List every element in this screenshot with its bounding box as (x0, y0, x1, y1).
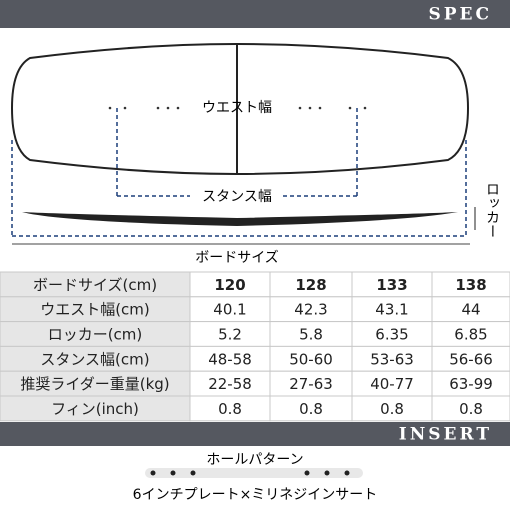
table-cell (0, 370, 191, 397)
table-cell (431, 271, 510, 298)
table-cell (0, 271, 191, 298)
table-cell (269, 395, 353, 422)
table-cell (431, 321, 510, 347)
insert-caption: 6インチプレート×ミリネジインサート (133, 487, 378, 503)
rocker-label: ロッカー (484, 182, 500, 238)
cell-value: 6.85 (454, 326, 487, 344)
cell-value: 6.35 (375, 326, 408, 344)
table-cell (0, 395, 191, 422)
insert-bar (0, 422, 510, 446)
table-cell (269, 321, 353, 347)
table-cell (431, 395, 510, 422)
size-label: ボードサイズ (195, 250, 279, 266)
cell-value: 120 (214, 276, 245, 294)
cell-value: 63-99 (449, 375, 493, 393)
board-profile (22, 212, 458, 226)
cell-value: 0.8 (218, 400, 242, 418)
pattern-label: ホールパターン (206, 452, 303, 468)
cell-value: 53-63 (370, 350, 414, 368)
row-label: 推奨ライダー重量(kg) (20, 375, 169, 393)
cell-value: 40-77 (370, 375, 414, 393)
cell-value: 5.2 (218, 326, 242, 344)
table-cell (351, 296, 433, 323)
cell-value: 50-60 (289, 350, 333, 368)
table-cell (0, 296, 191, 323)
cell-value: 138 (455, 276, 486, 294)
row-label: ロッカー(cm) (48, 326, 143, 344)
table-cell (431, 370, 510, 397)
cell-value: 56-66 (449, 350, 493, 368)
spec-title: SPEC (428, 5, 492, 25)
waist-label: ウエスト幅 (202, 100, 272, 116)
row-label: フィン(inch) (51, 400, 139, 418)
waist-dots (108, 106, 367, 110)
cell-value: 42.3 (294, 301, 327, 319)
cell-value: 128 (295, 276, 326, 294)
spec-table: ボードサイズ(cm) 120 128 133 138 ウエスト幅(cm) 40.1 42.3 4… (0, 271, 510, 422)
hole-dots (150, 470, 350, 476)
cell-value: 0.8 (299, 400, 323, 418)
cell-value: 44 (461, 301, 480, 319)
row-label: ボードサイズ(cm) (33, 276, 157, 294)
table-cell (351, 321, 433, 347)
insert-title: INSERT (399, 425, 492, 445)
table-cell (189, 345, 271, 372)
cell-value: 0.8 (459, 400, 483, 418)
cell-value: 48-58 (208, 350, 252, 368)
cell-value: 40.1 (213, 301, 246, 319)
spec-bar (0, 0, 510, 28)
table-cell (269, 370, 353, 397)
stance-label: スタンス幅 (202, 189, 272, 205)
cell-value: 43.1 (375, 301, 408, 319)
cell-value: 133 (376, 276, 407, 294)
table-cell (0, 321, 191, 347)
cell-value: 22-58 (208, 375, 252, 393)
row-label: ウエスト幅(cm) (40, 301, 150, 319)
hole-plate (145, 468, 363, 478)
stance-lines (11, 108, 467, 237)
cell-value: 5.8 (299, 326, 323, 344)
row-label: スタンス幅(cm) (40, 350, 149, 368)
table-cell (189, 370, 271, 397)
cell-value: 0.8 (380, 400, 404, 418)
cell-value: 27-63 (289, 375, 333, 393)
table-cell (0, 345, 191, 372)
